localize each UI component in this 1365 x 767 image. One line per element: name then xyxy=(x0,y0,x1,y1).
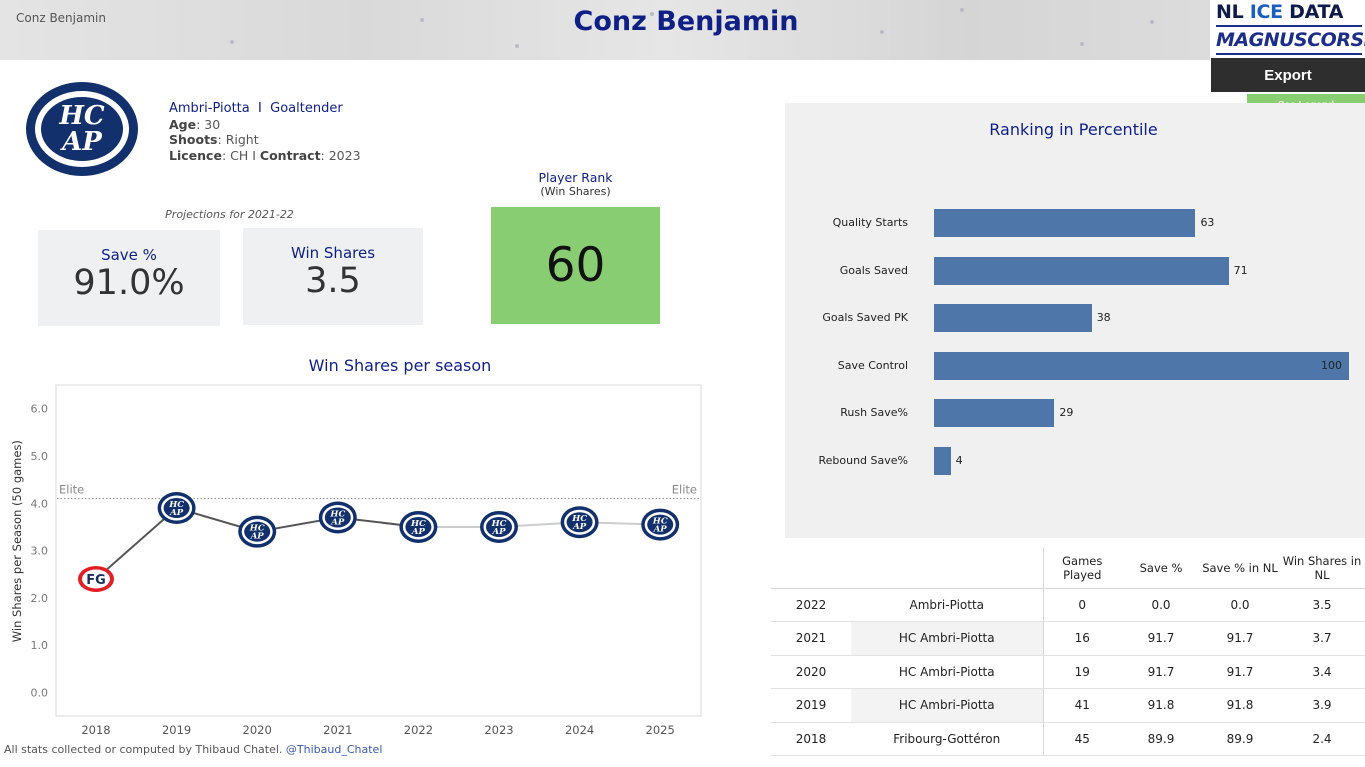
y-tick-label: 1.0 xyxy=(31,639,49,652)
ambri-logo-marker xyxy=(641,508,680,541)
player-licence: Licence: CH I Contract: 2023 xyxy=(169,147,361,163)
ranking-bar-row: Rebound Save% 4 xyxy=(785,447,1365,475)
ranking-bar xyxy=(934,447,951,475)
ranking-bar xyxy=(934,399,1055,428)
ranking-category-label: Goals Saved xyxy=(839,263,908,277)
season-stats-table: Games Played Save % Save % in NL Win Sha… xyxy=(771,548,1365,756)
win-shares-card: Win Shares 3.5 xyxy=(243,228,423,325)
ambri-logo-marker xyxy=(560,506,599,539)
table-header-row: Games Played Save % Save % in NL Win Sha… xyxy=(771,548,1365,589)
table-row: 2018 Fribourg-Gottéron 45 89.9 89.9 2.4 xyxy=(771,722,1365,756)
ranking-bar-row: Goals Saved 71 xyxy=(785,256,1365,285)
ranking-bar xyxy=(934,209,1196,237)
page-title: Conz Benjamin xyxy=(573,6,799,37)
y-tick-label: 5.0 xyxy=(31,450,49,463)
x-tick-label: 2020 xyxy=(243,723,272,737)
elite-label-right: Elite xyxy=(672,483,697,497)
header-games-played: Games Played xyxy=(1042,548,1121,589)
player-info: Ambri-Piotta I Goaltender Age: 30 Shoots… xyxy=(169,101,361,163)
ranking-bar-value: 63 xyxy=(1200,216,1215,229)
ranking-bar-row: Quality Starts 63 xyxy=(785,209,1365,237)
header-banner: Conz Benjamin Conz Benjamin xyxy=(0,0,1210,60)
ambri-logo-marker xyxy=(238,515,277,548)
ranking-bar-value: 100 xyxy=(1321,358,1342,372)
win-shares-value: 3.5 xyxy=(305,261,361,301)
player-age: Age: 30 xyxy=(169,116,221,132)
footer-credit: All stats collected or computed by Thiba… xyxy=(4,743,383,756)
twitter-handle-link[interactable]: @Thibaud_Chatel xyxy=(285,743,383,756)
header-player-name: Conz Benjamin xyxy=(16,11,106,25)
y-tick-label: 3.0 xyxy=(31,545,49,558)
table-row: 2021 HC Ambri-Piotta 16 91.7 91.7 3.7 xyxy=(771,621,1365,656)
ambri-logo-marker xyxy=(480,510,518,543)
ranking-category-label: Save Control xyxy=(837,358,908,372)
ranking-category-label: Quality Starts xyxy=(832,216,908,229)
ranking-percentile-panel: Ranking in Percentile Quality Starts 63 Go… xyxy=(785,103,1365,538)
header-win-shares-nl: Win Shares in NL xyxy=(1279,548,1365,589)
y-axis-label: Win Shares per Season (50 games) xyxy=(10,440,24,642)
x-tick-label: 2019 xyxy=(162,723,191,737)
table-row: 2020 HC Ambri-Piotta 19 91.7 91.7 3.4 xyxy=(771,655,1365,689)
ranking-percentile-title: Ranking in Percentile xyxy=(989,120,1158,139)
ranking-bar xyxy=(934,256,1229,285)
ranking-bar-row: Save Control 100 xyxy=(785,351,1365,380)
save-pct-card: Save % 91.0% xyxy=(38,230,220,326)
ranking-bar-value: 29 xyxy=(1059,406,1074,420)
ranking-bar-value: 71 xyxy=(1233,263,1248,277)
win-shares-line-segment xyxy=(95,507,178,580)
svg-text:HC: HC xyxy=(58,101,105,131)
export-button[interactable]: Export xyxy=(1211,58,1365,92)
ambri-logo-marker xyxy=(157,492,196,525)
ranking-bar-row: Rush Save% 29 xyxy=(785,399,1365,428)
x-tick-label: 2025 xyxy=(646,723,675,737)
nl-ice-data-logo: NL ICE DATA MAGNUSCORSI xyxy=(1212,0,1365,58)
player-rank-label: Player Rank (Win Shares) xyxy=(538,170,613,199)
x-tick-label: 2018 xyxy=(81,723,110,737)
player-shoots: Shoots: Right xyxy=(169,132,259,147)
win-shares-chart-title: Win Shares per season xyxy=(308,356,492,375)
ranking-bar xyxy=(934,304,1092,333)
ranking-bar-row: Goals Saved PK 38 xyxy=(785,304,1365,333)
player-team: Ambri-Piotta xyxy=(169,101,250,116)
table-row: 2019 HC Ambri-Piotta 41 91.8 91.8 3.9 xyxy=(771,688,1365,723)
player-rank-value: 60 xyxy=(491,207,660,324)
y-tick-label: 0.0 xyxy=(31,687,49,700)
y-tick-label: 6.0 xyxy=(31,403,49,416)
ranking-category-label: Goals Saved PK xyxy=(822,311,908,325)
ranking-bar xyxy=(934,351,1349,380)
ambri-logo-marker xyxy=(318,501,357,534)
player-position: Goaltender xyxy=(270,101,343,116)
ranking-bar-value: 38 xyxy=(1096,311,1111,325)
x-tick-label: 2024 xyxy=(565,723,594,737)
elite-label-left: Elite xyxy=(59,483,84,497)
y-tick-label: 2.0 xyxy=(31,592,49,605)
svg-text:AP: AP xyxy=(59,127,103,157)
x-tick-label: 2022 xyxy=(404,723,433,737)
projections-label: Projections for 2021-22 xyxy=(165,208,294,221)
save-pct-value: 91.0% xyxy=(73,263,185,303)
ranking-category-label: Rush Save% xyxy=(840,406,908,420)
ambri-logo-marker xyxy=(399,510,438,543)
ranking-bar-value: 4 xyxy=(955,454,963,467)
table-row: 2022 Ambri-Piotta 0 0.0 0.0 3.5 xyxy=(771,588,1365,622)
x-tick-label: 2023 xyxy=(484,723,513,737)
fribourg-logo-marker xyxy=(78,565,114,592)
header-save-pct: Save % xyxy=(1121,548,1201,589)
ranking-category-label: Rebound Save% xyxy=(818,454,908,467)
header-save-pct-nl: Save % in NL xyxy=(1201,548,1279,589)
y-tick-label: 4.0 xyxy=(31,497,49,510)
x-tick-label: 2021 xyxy=(323,723,352,737)
ambri-piotta-logo: HC AP xyxy=(26,82,138,176)
